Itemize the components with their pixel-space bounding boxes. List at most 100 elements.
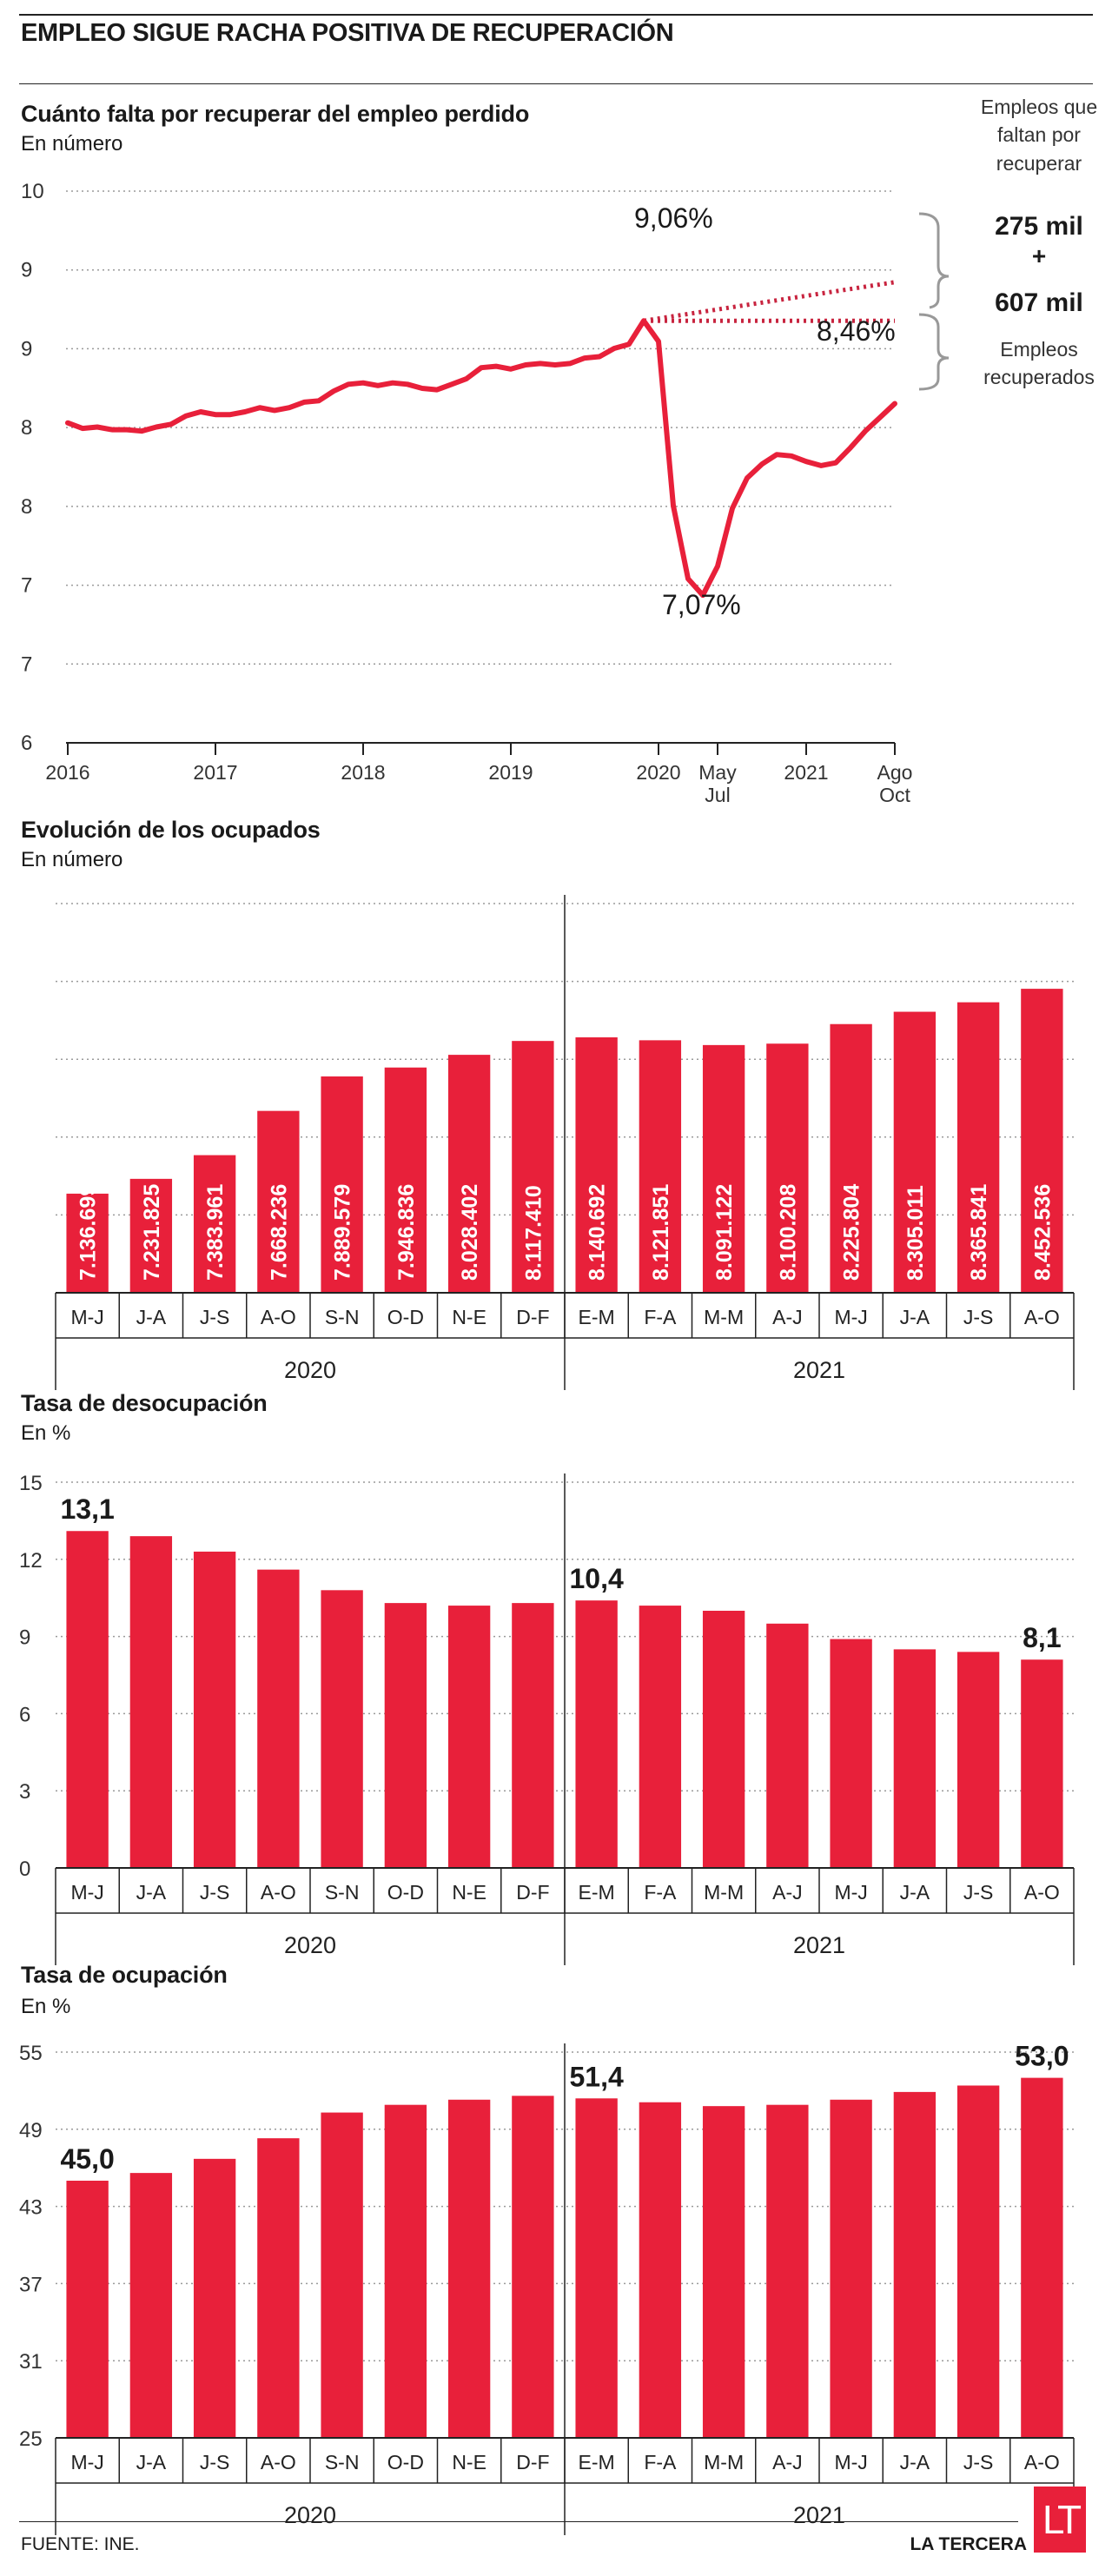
bar-value-label: 8,1 <box>1023 1622 1061 1653</box>
y-tick-label: 0 <box>19 1858 30 1881</box>
missing-jobs-note-3: recuperar <box>996 152 1082 175</box>
category-label: F-A <box>644 1306 677 1328</box>
category-label: A-O <box>261 1306 296 1328</box>
recovered-jobs-note-1: Empleos <box>1000 338 1077 361</box>
bar <box>66 2181 109 2438</box>
y-tick-label: 3 <box>19 1780 30 1804</box>
bar-value-label: 7.231.825 <box>140 1184 164 1281</box>
category-label: D-F <box>516 1881 549 1904</box>
bar <box>257 1569 300 1868</box>
trend-projection-line <box>643 280 896 323</box>
bar-value-label: 7.946.836 <box>394 1184 419 1281</box>
group-label: 2020 <box>284 2502 336 2528</box>
category-label: J-S <box>963 1881 994 1904</box>
bar <box>129 2173 173 2438</box>
employed-chart-unit: En número <box>21 848 123 871</box>
x-tick-label: Oct <box>879 784 910 806</box>
category-label: F-A <box>644 2451 677 2473</box>
category-label: A-O <box>1024 1881 1060 1904</box>
y-tick-label: 15 <box>19 1472 43 1495</box>
missing-jobs-value: 275 mil <box>995 212 1083 241</box>
x-tick-label: 2016 <box>45 761 89 784</box>
bar <box>766 1623 809 1868</box>
bar <box>575 1036 618 1293</box>
bar <box>893 1649 937 1868</box>
bar <box>384 2104 427 2438</box>
category-label: D-F <box>516 1306 549 1328</box>
category-label: M-M <box>704 1306 744 1328</box>
y-tick-label: 31 <box>19 2350 43 2374</box>
category-label: D-F <box>516 2451 549 2473</box>
bar <box>512 1041 554 1293</box>
category-label: J-S <box>200 1306 230 1328</box>
low-value-label: 7,07% <box>662 589 741 620</box>
bar <box>956 2085 1000 2438</box>
y-tick-label: 8 <box>21 416 32 440</box>
y-tick-label: 9 <box>19 1626 30 1650</box>
occupation-chart-title: Tasa de ocupación <box>21 1962 228 1988</box>
bar <box>830 1639 872 1868</box>
category-label: J-S <box>963 1306 994 1328</box>
x-tick-label: 2019 <box>488 761 533 784</box>
brand-name: LA TERCERA <box>910 2534 1027 2554</box>
bar <box>575 1600 618 1868</box>
last-value-label: 8,46% <box>817 315 896 347</box>
y-tick-label: 55 <box>19 2042 43 2065</box>
y-tick-label: 37 <box>19 2273 43 2296</box>
top-rule <box>19 14 1093 16</box>
bar <box>193 2158 236 2438</box>
x-tick-label: Jul <box>705 784 730 806</box>
bar <box>1021 989 1063 1293</box>
group-label: 2020 <box>284 1932 336 1958</box>
category-label: J-A <box>900 1306 930 1328</box>
category-label: J-S <box>200 1881 230 1904</box>
category-label: O-D <box>387 2451 424 2473</box>
bar <box>384 1067 427 1293</box>
bar-value-label: 8.140.692 <box>586 1184 610 1281</box>
y-tick-label: 10 <box>21 180 44 203</box>
bar-value-label: 7.136.699 <box>76 1184 101 1281</box>
group-label: 2020 <box>284 1357 336 1383</box>
gap-bracket-lower <box>918 313 950 391</box>
group-label: 2021 <box>793 2502 845 2528</box>
category-label: E-M <box>579 1881 615 1904</box>
category-label: N-E <box>452 2451 486 2473</box>
category-label: M-J <box>70 1881 103 1904</box>
category-label: J-A <box>136 2451 167 2473</box>
x-tick-label: 2021 <box>784 761 828 784</box>
bar-value-label: 8.452.536 <box>1030 1184 1055 1281</box>
y-tick-label: 8 <box>21 495 32 519</box>
bar <box>893 2091 937 2438</box>
bar <box>766 2104 809 2438</box>
bar <box>193 1551 236 1868</box>
group-label: 2021 <box>793 1357 845 1383</box>
bar <box>956 1002 1000 1293</box>
category-label: N-E <box>452 1306 486 1328</box>
line-chart-title: Cuánto falta por recuperar del empleo pe… <box>21 101 530 127</box>
category-label: O-D <box>387 1881 424 1904</box>
y-tick-label: 6 <box>21 732 32 755</box>
y-tick-label: 9 <box>21 337 32 361</box>
category-label: A-O <box>1024 1306 1060 1328</box>
category-label: A-J <box>772 2451 803 2473</box>
bar <box>129 1178 173 1293</box>
source-note: FUENTE: INE. <box>21 2534 140 2554</box>
bar-value-label: 8.305.011 <box>904 1185 928 1281</box>
bar-value-label: 8.225.804 <box>840 1184 864 1281</box>
bar <box>257 1110 300 1293</box>
category-label: J-A <box>136 1881 167 1904</box>
bar <box>447 1606 491 1868</box>
x-tick-label: May <box>698 761 737 784</box>
bar <box>66 1193 109 1293</box>
plus-sign: + <box>1032 242 1046 269</box>
category-label: J-A <box>900 1881 930 1904</box>
category-label: J-A <box>136 1306 167 1328</box>
bar <box>1021 2077 1063 2438</box>
missing-jobs-note-2: faltan por <box>997 123 1081 146</box>
line-chart-unit: En número <box>21 132 123 156</box>
unemployment-chart-unit: En % <box>21 1421 71 1445</box>
y-tick-label: 7 <box>21 574 32 598</box>
category-label: F-A <box>644 1881 677 1904</box>
group-label: 2021 <box>793 1932 845 1958</box>
